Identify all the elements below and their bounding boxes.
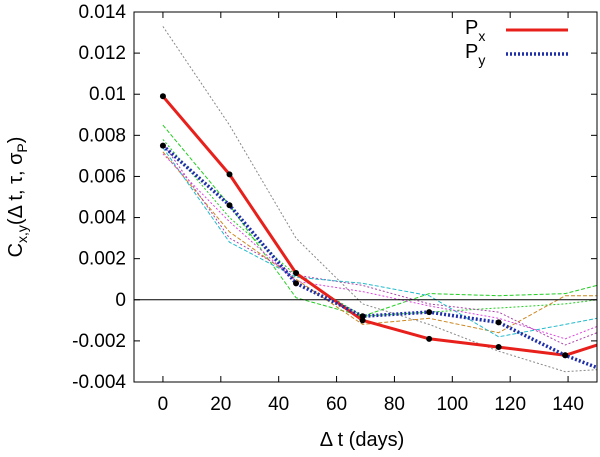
data-point-py [426, 309, 433, 316]
x-tick-labels-group: 0 20 40 60 80 100 120 140 [158, 394, 584, 415]
y-tick-labels-group: -0.004 -0.002 0 0.002 0.004 0.006 0.008 0.01 0.0… [72, 2, 126, 393]
x-tick-label: 20 [210, 394, 231, 415]
data-point-py [159, 142, 166, 149]
x-tick-label: 40 [268, 394, 289, 415]
main-series-group [161, 95, 597, 370]
y-axis-label-sub: x,y [14, 225, 30, 243]
x-tick-label: 100 [436, 394, 468, 415]
legend-label-py: Py [465, 41, 485, 68]
y-tick-label: 0.012 [78, 43, 126, 64]
y-tick-label: 0.014 [78, 2, 126, 23]
y-axis-label-args-close: ) [5, 137, 27, 144]
data-point-px [359, 317, 366, 324]
y-axis-label: Cx,y(Δ t, τ, σP) [5, 137, 30, 258]
background-series-line-3 [162, 139, 597, 317]
x-tick-label: 120 [494, 394, 526, 415]
data-point-px [159, 93, 166, 100]
y-tick-label: 0.01 [89, 84, 126, 105]
y-tick-label: 0.008 [78, 125, 126, 146]
legend-label-px-sub: x [478, 28, 485, 44]
series-line-px [161, 95, 597, 357]
data-point-px [293, 270, 300, 277]
y-tick-label: 0.002 [78, 249, 126, 270]
x-tick-label: 0 [158, 394, 169, 415]
background-series-line-4 [162, 151, 597, 334]
y-tick-label: 0.004 [78, 208, 126, 229]
series-line-py [161, 144, 597, 370]
background-series-line-7 [162, 153, 597, 340]
data-point-py [293, 280, 300, 287]
y-tick-label: 0 [115, 290, 126, 311]
y-axis-label-main: C [5, 243, 27, 257]
x-axis-label: Δ t (days) [320, 429, 405, 451]
y-tick-label: -0.002 [72, 331, 126, 352]
data-point-px [426, 335, 433, 342]
y-axis-label-args-sub: P [14, 143, 30, 152]
data-point-px [495, 344, 502, 351]
plot-frame [133, 11, 598, 383]
background-series-line-6 [162, 147, 597, 338]
x-tick-label: 80 [384, 394, 405, 415]
legend-label-py-main: P [465, 41, 478, 63]
data-point-py [226, 202, 233, 209]
x-tick-label: 60 [326, 394, 347, 415]
background-series-group [162, 26, 597, 373]
y-tick-label: -0.004 [72, 372, 126, 393]
y-tick-label: 0.006 [78, 166, 126, 187]
y-axis-label-args: (Δ t, τ, σ [5, 152, 27, 225]
legend: Px Py [465, 17, 568, 68]
background-series-line-1 [162, 26, 597, 373]
data-point-px [226, 171, 233, 178]
legend-label-px: Px [465, 17, 485, 44]
tick-marks-group [134, 11, 597, 383]
marker-group [159, 93, 569, 359]
data-point-py [562, 352, 569, 359]
legend-label-px-main: P [465, 17, 478, 39]
x-tick-label: 140 [552, 394, 584, 415]
data-point-py [495, 319, 502, 326]
data-point-py [359, 313, 366, 320]
background-series-line-5 [162, 143, 597, 346]
legend-label-py-sub: y [478, 52, 485, 68]
